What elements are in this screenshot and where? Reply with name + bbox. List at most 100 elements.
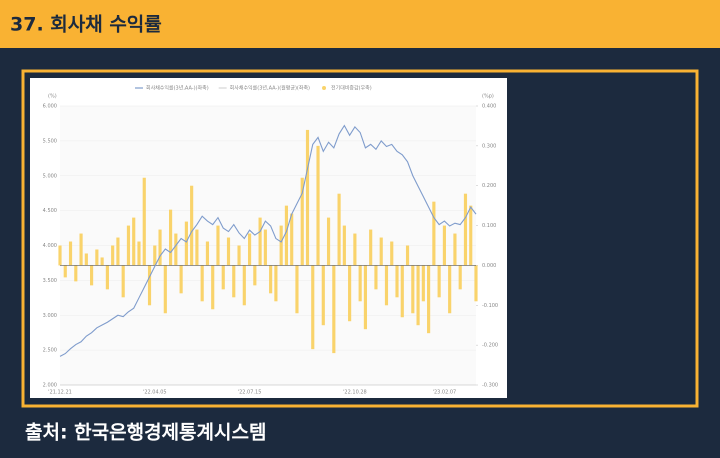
y-tick-label: 6.000: [43, 104, 57, 110]
bar: [263, 229, 267, 266]
bar: [137, 241, 141, 266]
bar: [95, 249, 99, 266]
bar: [190, 185, 194, 266]
y-tick-label: 3.000: [43, 313, 57, 319]
bar: [437, 265, 441, 298]
bar: [247, 233, 252, 266]
bar: [205, 241, 210, 266]
bar: [332, 265, 336, 354]
bar: [274, 265, 278, 302]
y2-tick-label: 0.000: [482, 263, 496, 269]
bar: [421, 265, 425, 302]
bar: [442, 225, 446, 266]
bar: [300, 177, 304, 266]
bar: [63, 265, 67, 278]
bar: [116, 237, 120, 266]
bar: [158, 229, 162, 266]
source: 출처: 한국은행경제통계시스템: [25, 422, 266, 444]
bar: [469, 205, 473, 266]
legend-label: 전기대비증감(우축): [331, 85, 372, 92]
y2-tick-label: 0.100: [482, 223, 496, 229]
bar: [390, 241, 394, 266]
bar: [295, 265, 299, 314]
bar: [311, 265, 315, 350]
bar: [153, 245, 157, 266]
y-tick-label: 4.500: [43, 208, 57, 214]
bar: [384, 265, 389, 306]
bar: [290, 213, 294, 266]
y2-tick-label: -0.100: [482, 303, 498, 309]
bar: [142, 177, 146, 266]
frame: [21, 69, 699, 408]
bar: [400, 265, 404, 318]
y-tick-label: 2.000: [43, 383, 57, 389]
bar: [237, 245, 241, 266]
bar: [163, 265, 167, 314]
bar: [84, 253, 88, 266]
bar: [358, 265, 362, 302]
bar: [458, 265, 462, 290]
x-tick-label: '23.02.07: [433, 390, 457, 396]
bar: [316, 145, 320, 266]
bar: [242, 265, 246, 306]
bar: [179, 265, 183, 294]
bar: [258, 217, 262, 266]
plot: 2.000 2.500 3.000 3.500 4.000 4.500 5.000 5.500…: [43, 85, 498, 396]
bar: [326, 217, 331, 266]
x-tick-label: '22.07.15: [238, 390, 262, 396]
y-unit: (%): [48, 94, 57, 100]
bar: [121, 265, 125, 298]
bar: [427, 265, 431, 334]
x-tick-label: '21.12.21: [48, 390, 72, 396]
y2-unit: (%p): [482, 94, 494, 100]
bar: [474, 265, 478, 302]
y-tick-label: 4.000: [43, 243, 57, 249]
bar: [305, 129, 310, 266]
y2-tick-label: 0.300: [482, 143, 496, 149]
legend-label: 회사채수익률(3년,AA-)(좌축): [146, 85, 209, 92]
bar: [195, 229, 199, 266]
bar: [100, 257, 104, 266]
bar: [68, 241, 73, 266]
y-tick-label: 5.000: [43, 173, 57, 179]
bar: [369, 229, 373, 266]
bar: [169, 209, 173, 266]
bar: [284, 205, 289, 266]
bar: [416, 265, 420, 326]
bar: [132, 217, 136, 266]
bar: [105, 265, 109, 290]
bar: [111, 245, 115, 266]
bar: [232, 265, 236, 298]
y2-tick-label: 0.400: [482, 104, 496, 110]
bar: [453, 233, 457, 266]
bar: [253, 265, 257, 286]
bar: [269, 265, 273, 294]
bar: [200, 265, 204, 302]
bar: [379, 237, 383, 266]
bar: [174, 233, 178, 266]
bar: [126, 225, 131, 266]
slide-title: 37. 회사채 수익률: [10, 14, 162, 36]
bar: [279, 225, 283, 266]
bar: [147, 265, 152, 306]
bar: [221, 265, 225, 290]
bar: [348, 265, 352, 322]
bar: [405, 245, 410, 266]
bar: [432, 201, 436, 266]
bar: [74, 265, 78, 282]
bar: [395, 265, 399, 298]
y2-tick-label: -0.300: [482, 383, 498, 389]
header-bar: [0, 0, 720, 48]
line: [59, 124, 477, 357]
bar: [184, 221, 188, 266]
y2-tick-label: 0.200: [482, 183, 496, 189]
bar: [448, 265, 452, 314]
bar: [337, 193, 341, 266]
bar: [363, 265, 367, 330]
bar: [353, 233, 357, 266]
legend-label: 회사채수익률(3년,AA-)(월평균)(좌축): [230, 85, 310, 92]
y-tick-label: 2.500: [43, 348, 57, 354]
x-tick-label: '22.10.28: [343, 390, 367, 396]
bar: [374, 265, 378, 290]
